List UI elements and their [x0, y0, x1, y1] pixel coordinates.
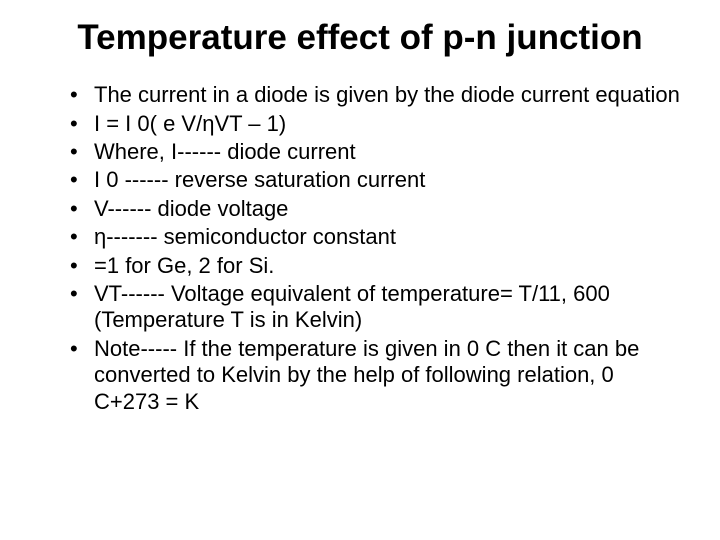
list-item: =1 for Ge, 2 for Si. [70, 253, 680, 279]
bullet-text: Where, I------ diode current [94, 139, 356, 164]
list-item: I 0 ------ reverse saturation current [70, 167, 680, 193]
slide: Temperature effect of p-n junction The c… [0, 0, 720, 540]
bullet-text: The current in a diode is given by the d… [94, 82, 680, 107]
bullet-text: =1 for Ge, 2 for Si. [94, 253, 274, 278]
list-item: Note----- If the temperature is given in… [70, 336, 680, 415]
list-item: V------ diode voltage [70, 196, 680, 222]
list-item: I = I 0( e V/ηVT – 1) [70, 111, 680, 137]
slide-title: Temperature effect of p-n junction [40, 18, 680, 58]
bullet-text: I 0 ------ reverse saturation current [94, 167, 425, 192]
bullet-list: The current in a diode is given by the d… [40, 82, 680, 415]
bullet-text: I = I 0( e V/ηVT – 1) [94, 111, 286, 136]
list-item: The current in a diode is given by the d… [70, 82, 680, 108]
bullet-text: V------ diode voltage [94, 196, 288, 221]
bullet-text: VT------ Voltage equivalent of temperatu… [94, 281, 610, 332]
list-item: η------- semiconductor constant [70, 224, 680, 250]
bullet-text: Note----- If the temperature is given in… [94, 336, 639, 414]
bullet-text: η------- semiconductor constant [94, 224, 396, 249]
list-item: VT------ Voltage equivalent of temperatu… [70, 281, 680, 334]
list-item: Where, I------ diode current [70, 139, 680, 165]
